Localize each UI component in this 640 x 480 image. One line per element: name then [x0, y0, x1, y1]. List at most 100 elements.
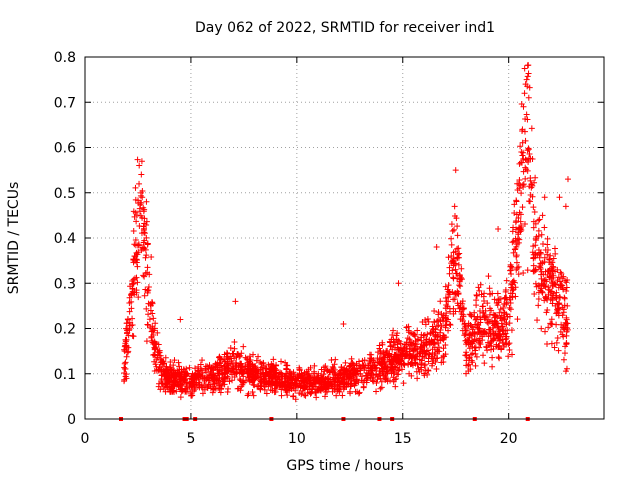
- data-point: [503, 294, 510, 301]
- data-point: [546, 256, 553, 263]
- data-point: [490, 335, 497, 342]
- data-point: [235, 385, 242, 392]
- data-point: [238, 369, 245, 376]
- data-point: [480, 328, 487, 335]
- x-tick-label: 20: [500, 431, 518, 447]
- data-point: [260, 359, 267, 366]
- data-point: [204, 363, 211, 370]
- data-point: [330, 365, 337, 372]
- data-point: [535, 227, 542, 234]
- data-point: [146, 271, 153, 278]
- data-point: [334, 382, 341, 389]
- data-point: [496, 331, 503, 338]
- data-point: [541, 297, 548, 304]
- data-point: [454, 232, 461, 239]
- data-point: [211, 373, 218, 380]
- data-point: [435, 322, 442, 329]
- data-point: [491, 312, 498, 319]
- data-point: [510, 224, 517, 231]
- data-point: [554, 335, 561, 342]
- data-point: [252, 375, 259, 382]
- data-point: [296, 371, 303, 378]
- tick-layer: 0 0.1 0.2 0.3 0.4 0.5 0.6 0.7 0.8 0 5 10 15 20: [54, 50, 604, 447]
- data-point: [143, 305, 150, 312]
- data-point: [544, 247, 551, 254]
- data-point: [136, 180, 143, 187]
- data-point: [126, 294, 133, 301]
- data-point: [207, 372, 214, 379]
- data-point: [556, 194, 563, 201]
- data-point: [134, 279, 141, 286]
- data-point: [406, 348, 413, 355]
- data-point: [545, 268, 552, 275]
- data-point: [167, 366, 174, 373]
- data-point: [290, 392, 297, 399]
- data-point: [229, 368, 236, 375]
- data-point: [209, 389, 216, 396]
- data-point: [489, 363, 496, 370]
- data-point: [426, 338, 433, 345]
- data-point: [121, 360, 128, 367]
- data-point: [485, 333, 492, 340]
- data-point: [519, 152, 526, 159]
- data-point: [378, 358, 385, 365]
- data-point: [448, 241, 455, 248]
- data-point: [551, 280, 558, 287]
- data-point: [189, 376, 196, 383]
- data-point: [550, 272, 557, 279]
- data-point: [129, 286, 136, 293]
- data-point: [517, 159, 524, 166]
- data-point: [445, 282, 452, 289]
- data-point: [123, 375, 130, 382]
- data-point: [518, 190, 525, 197]
- data-point: [562, 343, 569, 350]
- data-point: [229, 377, 236, 384]
- data-point: [348, 355, 355, 362]
- data-point: [201, 386, 208, 393]
- data-point: [440, 332, 447, 339]
- data-point: [263, 365, 270, 372]
- data-point: [443, 302, 450, 309]
- data-point: [390, 341, 397, 348]
- data-point: [521, 90, 528, 97]
- data-point: [148, 337, 155, 344]
- data-point: [143, 252, 150, 259]
- data-point: [123, 336, 130, 343]
- data-point: [506, 313, 513, 320]
- data-point: [430, 326, 437, 333]
- data-point: [278, 392, 285, 399]
- data-point: [520, 103, 527, 110]
- data-point: [516, 224, 523, 231]
- x-tick-label: 15: [394, 431, 412, 447]
- data-point: [515, 214, 522, 221]
- data-point: [547, 252, 554, 259]
- data-point: [549, 263, 556, 270]
- data-point: [467, 322, 474, 329]
- data-point: [269, 374, 276, 381]
- data-point: [310, 377, 317, 384]
- y-tick-label: 0.4: [54, 231, 76, 247]
- data-point: [420, 332, 427, 339]
- data-point: [442, 322, 449, 329]
- data-point: [226, 378, 233, 385]
- data-point: [143, 234, 150, 241]
- data-point: [524, 147, 531, 154]
- data-point: [472, 350, 479, 357]
- data-point: [166, 388, 173, 395]
- data-point: [512, 219, 519, 226]
- data-point: [514, 241, 521, 248]
- data-point: [349, 360, 356, 367]
- data-point: [421, 370, 428, 377]
- data-point: [293, 381, 300, 388]
- data-point: [457, 316, 464, 323]
- data-point: [445, 327, 452, 334]
- data-point: [350, 361, 357, 368]
- data-point: [391, 357, 398, 364]
- data-point: [512, 284, 519, 291]
- data-point: [486, 291, 493, 298]
- data-point: [550, 255, 557, 262]
- data-point: [240, 379, 247, 386]
- data-point: [227, 345, 234, 352]
- data-point: [425, 367, 432, 374]
- data-point: [255, 353, 262, 360]
